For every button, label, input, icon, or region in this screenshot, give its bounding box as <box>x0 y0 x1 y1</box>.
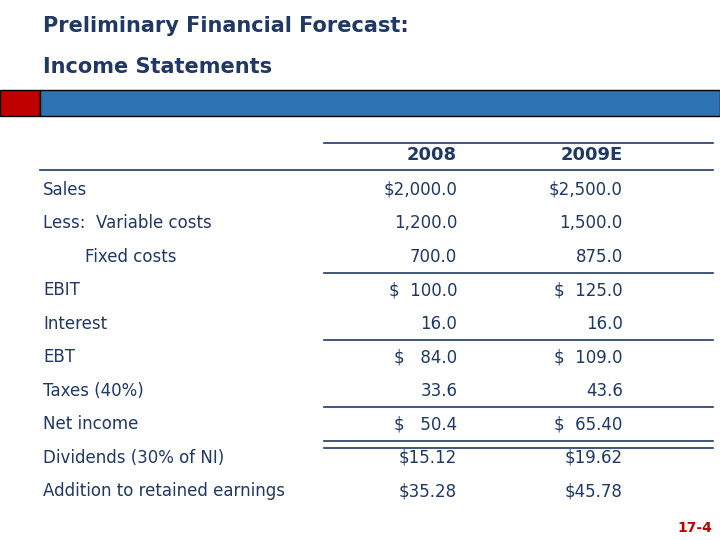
Text: $45.78: $45.78 <box>565 482 623 500</box>
Text: 2009E: 2009E <box>561 146 623 164</box>
Text: Preliminary Financial Forecast:: Preliminary Financial Forecast: <box>43 16 409 36</box>
Text: $   84.0: $ 84.0 <box>394 348 457 366</box>
Text: 16.0: 16.0 <box>586 315 623 333</box>
Text: EBIT: EBIT <box>43 281 80 299</box>
Text: $2,500.0: $2,500.0 <box>549 181 623 199</box>
Text: Fixed costs: Fixed costs <box>43 248 176 266</box>
Text: Taxes (40%): Taxes (40%) <box>43 382 144 400</box>
Text: 875.0: 875.0 <box>575 248 623 266</box>
Text: Income Statements: Income Statements <box>43 57 272 77</box>
Text: 1,500.0: 1,500.0 <box>559 214 623 232</box>
Text: 1,200.0: 1,200.0 <box>394 214 457 232</box>
Text: $  109.0: $ 109.0 <box>554 348 623 366</box>
Text: $15.12: $15.12 <box>399 449 457 467</box>
FancyBboxPatch shape <box>0 90 40 116</box>
Text: Sales: Sales <box>43 181 87 199</box>
Text: 17-4: 17-4 <box>678 521 713 535</box>
Text: $   50.4: $ 50.4 <box>394 415 457 433</box>
Text: $35.28: $35.28 <box>399 482 457 500</box>
Text: $  125.0: $ 125.0 <box>554 281 623 299</box>
Text: 33.6: 33.6 <box>420 382 457 400</box>
Text: 43.6: 43.6 <box>586 382 623 400</box>
Text: $  100.0: $ 100.0 <box>389 281 457 299</box>
FancyBboxPatch shape <box>40 90 720 116</box>
Text: $  65.40: $ 65.40 <box>554 415 623 433</box>
Text: Interest: Interest <box>43 315 107 333</box>
Text: Dividends (30% of NI): Dividends (30% of NI) <box>43 449 225 467</box>
Text: EBT: EBT <box>43 348 75 366</box>
Text: $19.62: $19.62 <box>564 449 623 467</box>
Text: 16.0: 16.0 <box>420 315 457 333</box>
Text: 700.0: 700.0 <box>410 248 457 266</box>
Text: 2008: 2008 <box>407 146 457 164</box>
Text: Addition to retained earnings: Addition to retained earnings <box>43 482 285 500</box>
Text: Net income: Net income <box>43 415 138 433</box>
Text: $2,000.0: $2,000.0 <box>383 181 457 199</box>
Text: Less:  Variable costs: Less: Variable costs <box>43 214 212 232</box>
